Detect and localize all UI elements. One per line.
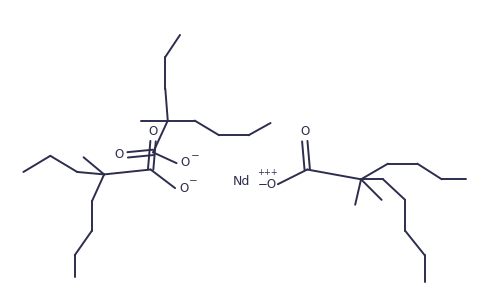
Text: O: O — [114, 148, 123, 161]
Text: Nd: Nd — [233, 175, 250, 188]
Text: O: O — [179, 182, 188, 195]
Text: +++: +++ — [257, 168, 277, 178]
Text: −O: −O — [257, 178, 277, 191]
Text: −: − — [189, 176, 198, 186]
Text: −: − — [191, 151, 199, 161]
Text: O: O — [300, 125, 310, 138]
Text: O: O — [181, 156, 190, 169]
Text: O: O — [149, 125, 158, 138]
